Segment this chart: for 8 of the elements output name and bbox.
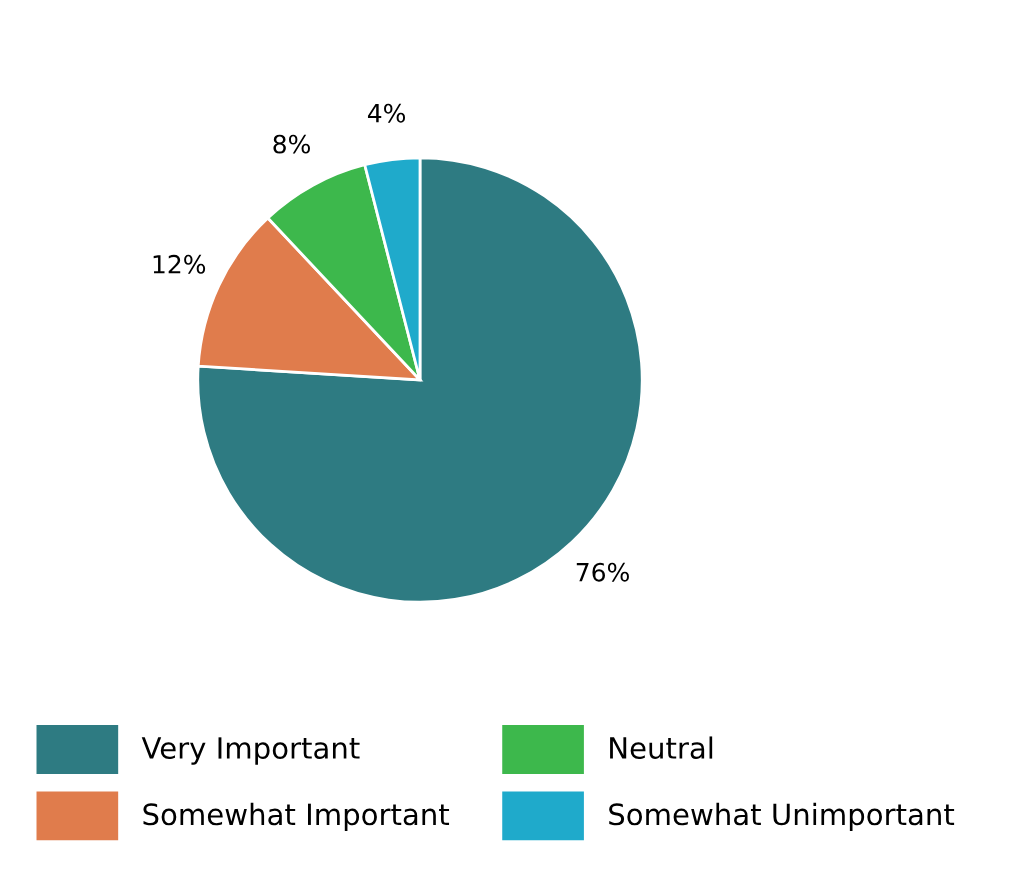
legend-label: Very Important bbox=[141, 737, 360, 765]
data-label: 8% bbox=[273, 134, 310, 154]
legend-label: Somewhat Unimportant bbox=[609, 802, 955, 832]
data-label: 12% bbox=[153, 254, 206, 274]
data-label: 76% bbox=[576, 562, 629, 582]
legend-label: Somewhat Important bbox=[143, 802, 450, 832]
data-label: 4% bbox=[367, 103, 406, 123]
legend-label: Neutral bbox=[610, 736, 713, 760]
